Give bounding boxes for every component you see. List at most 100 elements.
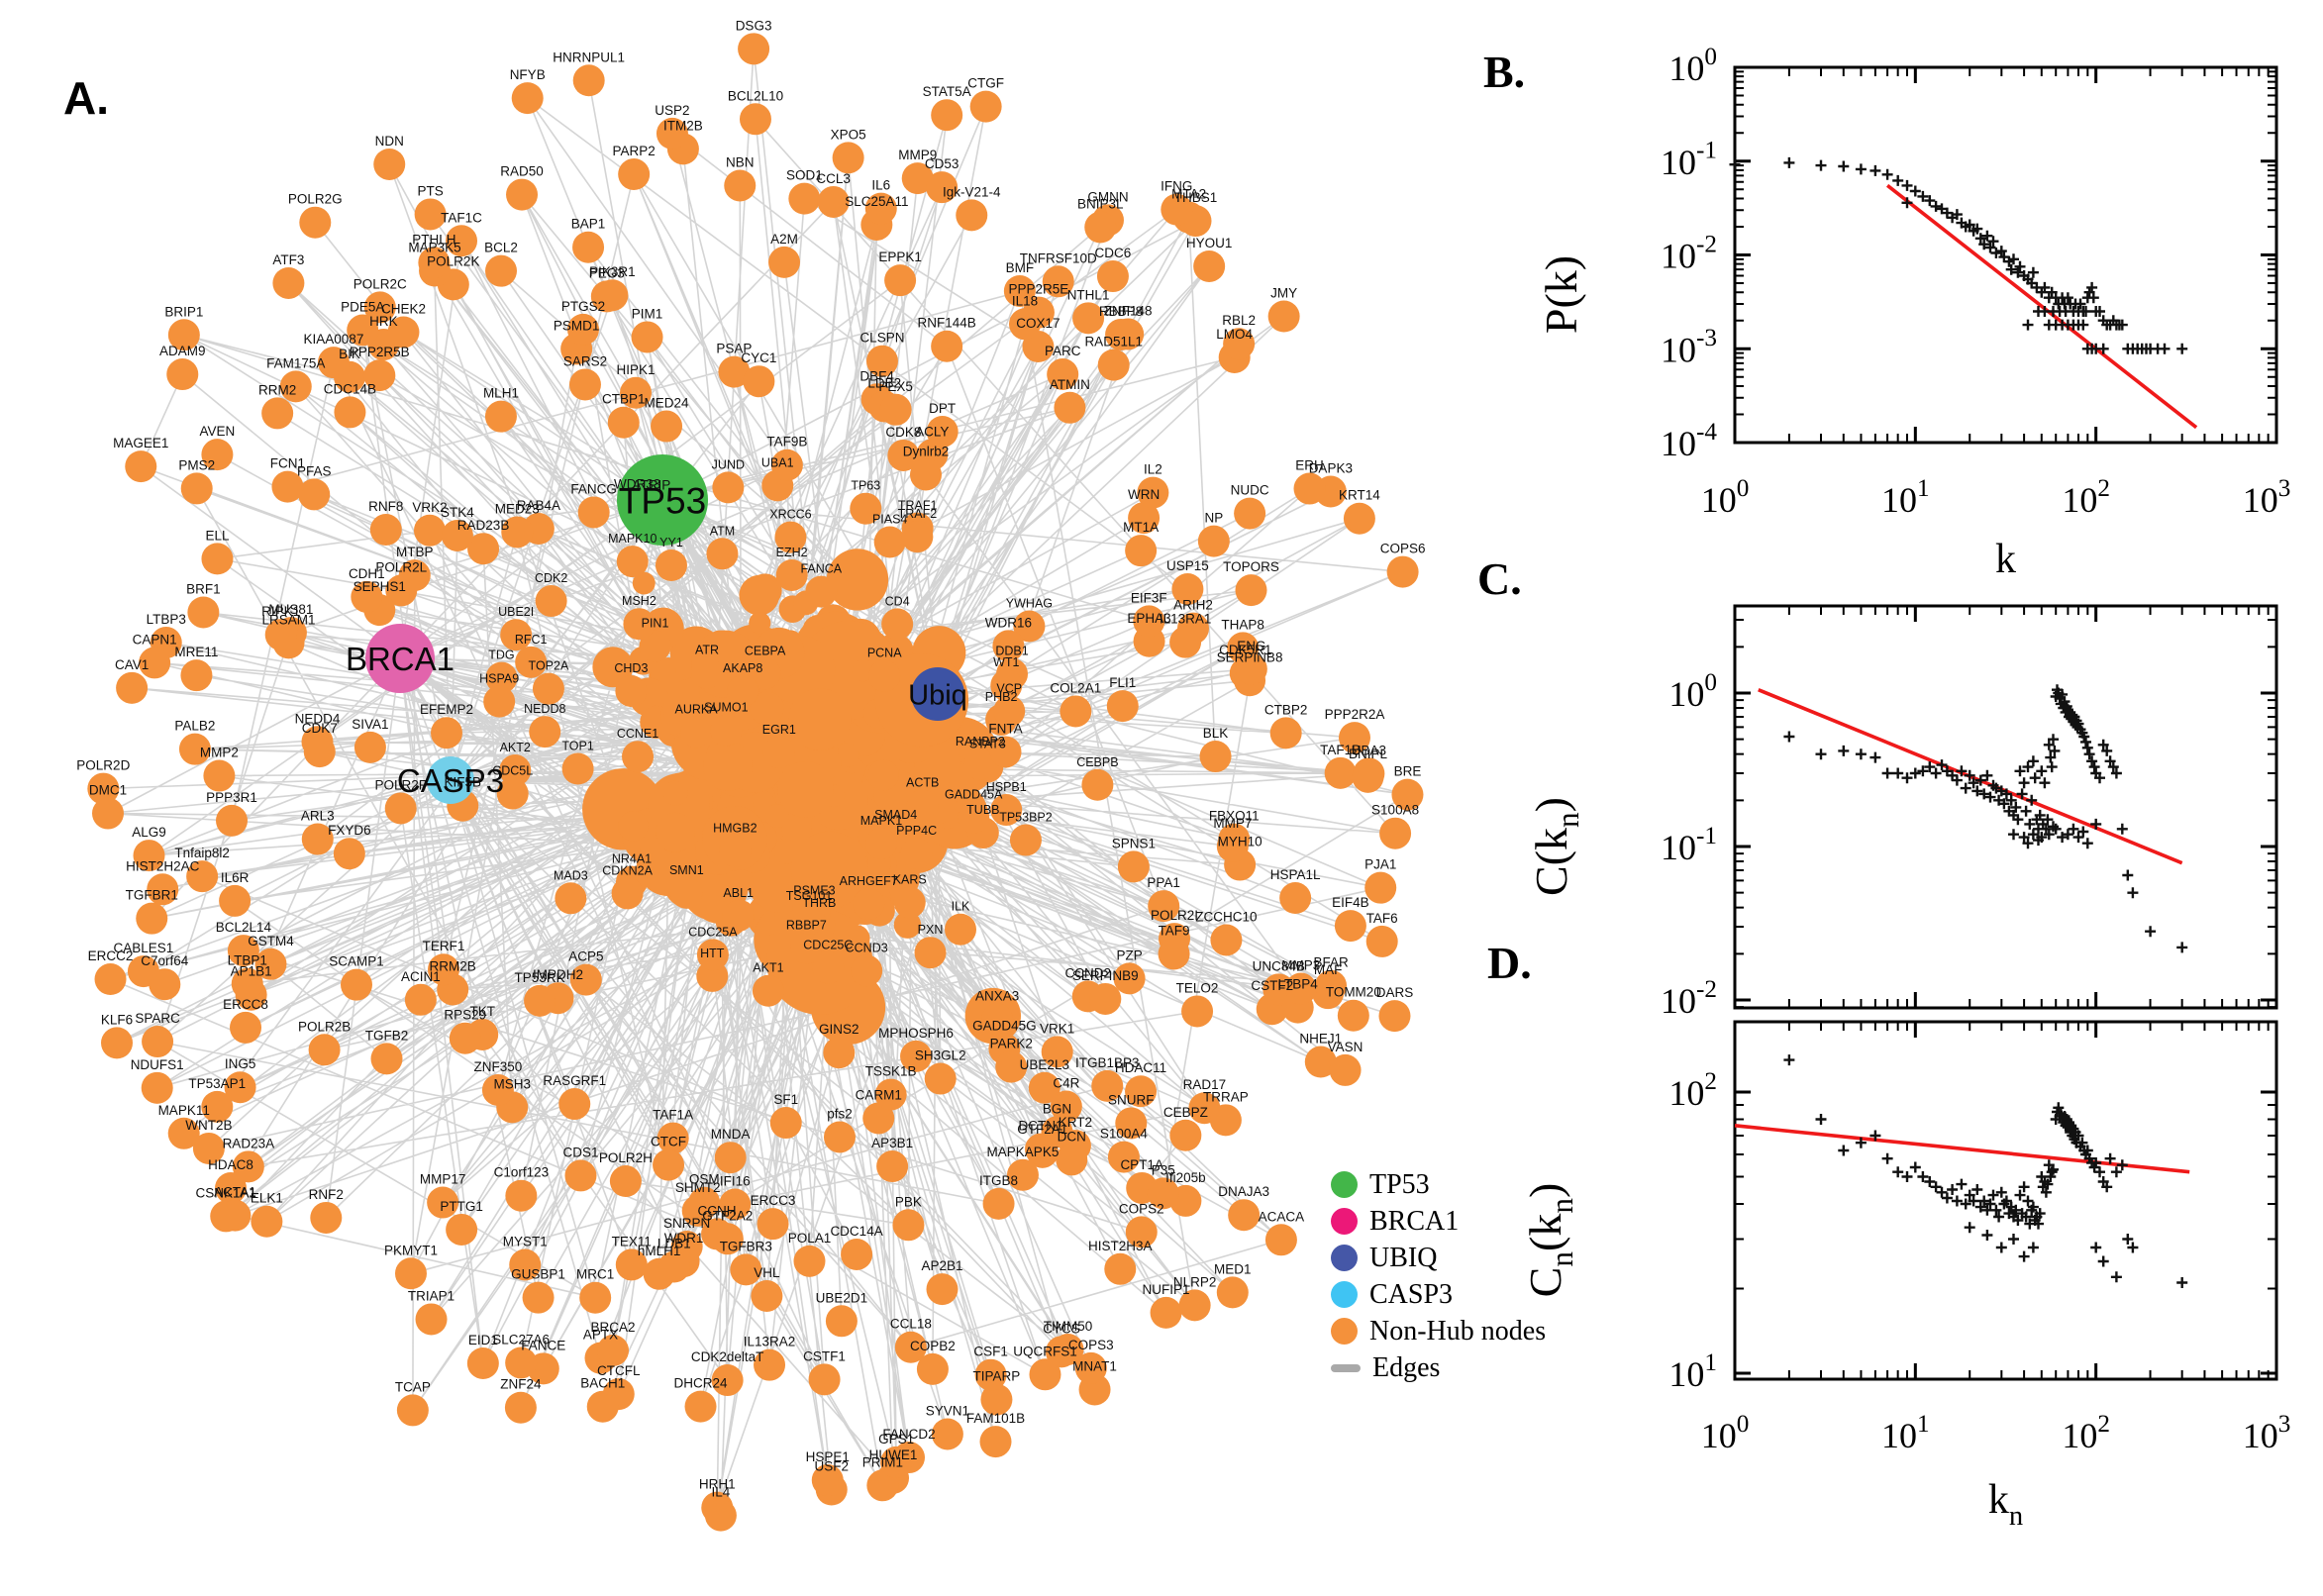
network-node-label: ERCC2 xyxy=(88,948,134,963)
network-node xyxy=(817,185,850,218)
network-node-label: POLR2F xyxy=(374,777,427,792)
network-node-label: PPP3R1 xyxy=(206,790,257,805)
network-node xyxy=(1171,572,1204,605)
network-node-label: DPT xyxy=(929,401,956,416)
network-node xyxy=(1013,610,1046,643)
network-node-label: PIK3R1 xyxy=(589,264,636,279)
tick-label: 10-1 xyxy=(1661,823,1717,867)
network-node xyxy=(1041,1116,1073,1148)
network-node-label: TAF1A xyxy=(653,1108,693,1123)
network-node xyxy=(750,691,784,726)
network-node xyxy=(718,355,751,388)
network-node-label: HIST2H2AC xyxy=(126,858,200,873)
network-node xyxy=(466,1347,499,1379)
network-node-label: TOPORS xyxy=(1223,559,1279,574)
network-node-label: MAPK1 xyxy=(860,814,902,828)
network-node-label: SYVN1 xyxy=(926,1403,969,1418)
network-node xyxy=(449,1022,481,1054)
network-node xyxy=(722,899,755,932)
network-node-label: ZNF148 xyxy=(1104,303,1153,318)
network-node xyxy=(879,393,912,426)
network-node-label: USP2 xyxy=(655,103,689,118)
network-node-label: RNF144B xyxy=(918,316,976,331)
network-node-label: VRK1 xyxy=(1040,1021,1074,1036)
network-node xyxy=(688,1186,721,1219)
network-node-label: POLR2H xyxy=(599,1150,653,1165)
network-node xyxy=(701,1218,734,1250)
network-node-label: CLSPN xyxy=(859,331,904,346)
network-node xyxy=(303,736,336,768)
network-node xyxy=(656,117,688,150)
network-node-label: POLR2I xyxy=(1151,908,1198,923)
network-node-label: MAD3 xyxy=(554,868,588,882)
network-node xyxy=(333,838,365,870)
tick-label: 100 xyxy=(1668,669,1717,714)
network-node xyxy=(577,496,610,529)
network-node-label: WRN xyxy=(1128,487,1160,502)
panel-label-d: D. xyxy=(1487,938,1532,988)
network-node-label: SHMT2 xyxy=(675,1180,721,1195)
network-node-label: IL18 xyxy=(1012,293,1038,308)
network-node xyxy=(1337,999,1369,1032)
network-node-label: FANCA xyxy=(800,562,842,576)
network-node-label: ZNF24 xyxy=(500,1377,542,1392)
network-node-label: IL13RA1 xyxy=(1160,612,1212,627)
network-node xyxy=(446,225,478,257)
network-node-label: WT1 xyxy=(993,655,1019,669)
network-node-label: FANCG xyxy=(570,481,617,496)
network-node-label: FXYD6 xyxy=(328,823,371,838)
network-node xyxy=(1386,555,1419,588)
network-node-label: HDAC11 xyxy=(1115,1060,1166,1075)
network-node-label: AP3B1 xyxy=(871,1136,913,1150)
network-node-label: VHL xyxy=(754,1265,780,1280)
network-node xyxy=(657,1250,690,1283)
network-node xyxy=(201,439,234,471)
hub-label-brca1: BRCA1 xyxy=(346,641,454,677)
network-node xyxy=(1197,525,1230,557)
network-node xyxy=(251,1205,283,1238)
network-node-label: CDKN2A xyxy=(602,863,653,877)
network-node-label: PTS xyxy=(417,183,443,198)
network-node-label: IFI16 xyxy=(720,1173,751,1188)
network-node-label: CTCF xyxy=(651,1135,686,1149)
network-node-label: UBE2I xyxy=(498,605,534,619)
panel-d-chart: 102 101 100 101 102 103 Cn(kn) kn xyxy=(1520,1020,2290,1532)
network-node-label: KARS xyxy=(893,873,927,887)
network-node xyxy=(893,886,926,919)
network-node-label: VCP xyxy=(996,681,1022,695)
legend-item-edges: Edges xyxy=(1331,1351,1546,1384)
network-node xyxy=(116,671,149,704)
legend-item-non-hub-nodes: Non-Hub nodes xyxy=(1331,1315,1546,1347)
network-node-label: RAD23B xyxy=(457,518,510,533)
legend-label: UBIQ xyxy=(1369,1242,1438,1273)
panel-label-c: C. xyxy=(1477,553,1522,604)
network-node-label: EPHA3 xyxy=(1127,611,1170,626)
network-node-label: PSMD1 xyxy=(554,318,600,333)
network-node-label: CEBPZ xyxy=(1163,1105,1208,1120)
network-node xyxy=(618,158,651,191)
network-node xyxy=(1234,497,1266,530)
network-node-label: GADD45G xyxy=(972,1018,1037,1033)
network-node xyxy=(1113,962,1146,995)
network-node xyxy=(1169,1119,1202,1151)
network-node-label: TP53AP1 xyxy=(188,1076,246,1091)
network-node xyxy=(958,801,990,834)
network-node xyxy=(790,831,868,909)
network-node xyxy=(851,954,883,987)
network-node-label: SOD1 xyxy=(786,168,823,183)
tick-label: 101 xyxy=(1881,1411,1930,1455)
network-node xyxy=(980,1383,1013,1416)
network-node-label: PALB2 xyxy=(174,719,215,734)
network-node xyxy=(931,1418,963,1450)
network-node xyxy=(1052,1333,1084,1365)
network-node-label: EIF4B xyxy=(1332,895,1369,910)
network-node-label: PIN1 xyxy=(642,617,669,631)
network-node-label: EZH2 xyxy=(776,546,808,559)
network-node-label: MSH2 xyxy=(622,594,656,608)
legend-item-tp53: TP53 xyxy=(1331,1168,1546,1201)
network-node xyxy=(133,840,165,872)
network-node-label: MRC1 xyxy=(576,1267,614,1282)
network-node-label: BCL2L14 xyxy=(216,920,272,935)
network-node xyxy=(441,519,473,551)
network-node-label: ZCCHC10 xyxy=(1195,909,1257,924)
